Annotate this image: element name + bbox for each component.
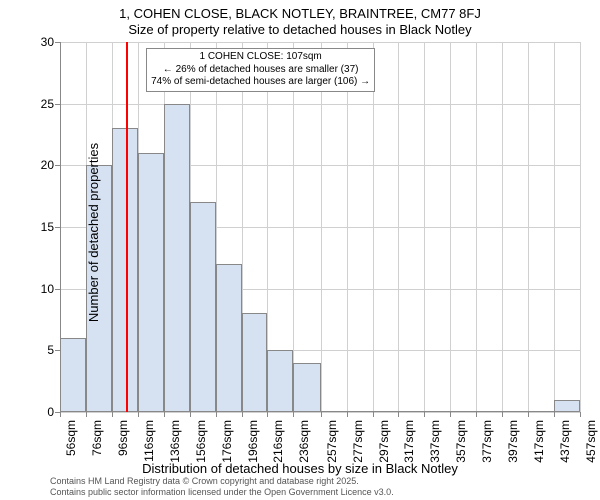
grid-line bbox=[528, 42, 529, 412]
ytick-label: 5 bbox=[24, 343, 54, 357]
xtick-mark bbox=[528, 412, 529, 417]
xtick-mark bbox=[424, 412, 425, 417]
xtick-label: 257sqm bbox=[325, 420, 339, 464]
xtick-mark bbox=[242, 412, 243, 417]
histogram-bar bbox=[267, 350, 293, 412]
ytick-label: 10 bbox=[24, 282, 54, 296]
xtick-label: 317sqm bbox=[402, 420, 416, 464]
histogram-bar bbox=[293, 363, 320, 412]
footnote-line2: Contains public sector information licen… bbox=[50, 487, 394, 498]
xtick-mark bbox=[293, 412, 294, 417]
xtick-mark bbox=[502, 412, 503, 417]
ytick-mark bbox=[55, 104, 60, 105]
plot-area: 1 COHEN CLOSE: 107sqm← 26% of detached h… bbox=[60, 42, 580, 412]
xtick-label: 196sqm bbox=[246, 420, 260, 464]
histogram-bar bbox=[216, 264, 242, 412]
xtick-label: 277sqm bbox=[351, 420, 365, 464]
ytick-mark bbox=[55, 227, 60, 228]
ytick-label: 15 bbox=[24, 220, 54, 234]
xtick-mark bbox=[554, 412, 555, 417]
y-axis-label: Number of detached properties bbox=[86, 143, 101, 322]
xtick-mark bbox=[347, 412, 348, 417]
xtick-mark bbox=[138, 412, 139, 417]
xtick-mark bbox=[60, 412, 61, 417]
chart-title-main: 1, COHEN CLOSE, BLACK NOTLEY, BRAINTREE,… bbox=[0, 6, 600, 21]
xtick-label: 216sqm bbox=[271, 420, 285, 464]
footnote: Contains HM Land Registry data © Crown c… bbox=[50, 476, 394, 498]
xtick-mark bbox=[216, 412, 217, 417]
xtick-mark bbox=[86, 412, 87, 417]
grid-line bbox=[398, 42, 399, 412]
xtick-mark bbox=[164, 412, 165, 417]
grid-line bbox=[293, 42, 294, 412]
grid-line bbox=[476, 42, 477, 412]
xtick-mark bbox=[476, 412, 477, 417]
xtick-label: 236sqm bbox=[297, 420, 311, 464]
xtick-mark bbox=[321, 412, 322, 417]
grid-line bbox=[347, 42, 348, 412]
marker-line bbox=[126, 42, 128, 412]
ytick-mark bbox=[55, 350, 60, 351]
xtick-label: 457sqm bbox=[584, 420, 598, 464]
ytick-mark bbox=[55, 165, 60, 166]
grid-line bbox=[450, 42, 451, 412]
xtick-label: 377sqm bbox=[480, 420, 494, 464]
annotation-line2: ← 26% of detached houses are smaller (37… bbox=[151, 64, 370, 77]
ytick-label: 20 bbox=[24, 158, 54, 172]
grid-line bbox=[373, 42, 374, 412]
xtick-label: 297sqm bbox=[377, 420, 391, 464]
chart-container: 1, COHEN CLOSE, BLACK NOTLEY, BRAINTREE,… bbox=[0, 0, 600, 500]
xtick-mark bbox=[373, 412, 374, 417]
xtick-label: 437sqm bbox=[558, 420, 572, 464]
ytick-mark bbox=[55, 289, 60, 290]
xtick-label: 156sqm bbox=[194, 420, 208, 464]
xtick-mark bbox=[190, 412, 191, 417]
xtick-mark bbox=[580, 412, 581, 417]
grid-line bbox=[424, 42, 425, 412]
histogram-bar bbox=[112, 128, 138, 412]
ytick-label: 25 bbox=[24, 97, 54, 111]
histogram-bar bbox=[138, 153, 164, 412]
xtick-label: 176sqm bbox=[220, 420, 234, 464]
xtick-label: 116sqm bbox=[142, 420, 156, 464]
histogram-bar bbox=[242, 313, 268, 412]
xtick-mark bbox=[398, 412, 399, 417]
ytick-label: 0 bbox=[24, 405, 54, 419]
annotation-line1: 1 COHEN CLOSE: 107sqm bbox=[151, 51, 370, 64]
footnote-line1: Contains HM Land Registry data © Crown c… bbox=[50, 476, 394, 487]
histogram-bar bbox=[60, 338, 86, 412]
xtick-mark bbox=[112, 412, 113, 417]
ytick-mark bbox=[55, 42, 60, 43]
xtick-label: 337sqm bbox=[428, 420, 442, 464]
xtick-label: 136sqm bbox=[168, 420, 182, 464]
chart-title-sub: Size of property relative to detached ho… bbox=[0, 22, 600, 37]
xtick-mark bbox=[450, 412, 451, 417]
annotation-line3: 74% of semi-detached houses are larger (… bbox=[151, 76, 370, 89]
grid-line bbox=[554, 42, 555, 412]
xtick-label: 357sqm bbox=[454, 420, 468, 464]
annotation-box: 1 COHEN CLOSE: 107sqm← 26% of detached h… bbox=[146, 48, 375, 92]
xtick-label: 397sqm bbox=[506, 420, 520, 464]
histogram-bar bbox=[164, 104, 190, 412]
xtick-label: 417sqm bbox=[532, 420, 546, 464]
xtick-label: 96sqm bbox=[116, 420, 130, 464]
xtick-label: 56sqm bbox=[64, 420, 78, 464]
histogram-bar bbox=[190, 202, 216, 412]
grid-line bbox=[502, 42, 503, 412]
grid-line bbox=[321, 42, 322, 412]
grid-line bbox=[580, 42, 581, 412]
ytick-label: 30 bbox=[24, 35, 54, 49]
xtick-label: 76sqm bbox=[90, 420, 104, 464]
y-axis-line bbox=[60, 42, 61, 412]
xtick-mark bbox=[267, 412, 268, 417]
